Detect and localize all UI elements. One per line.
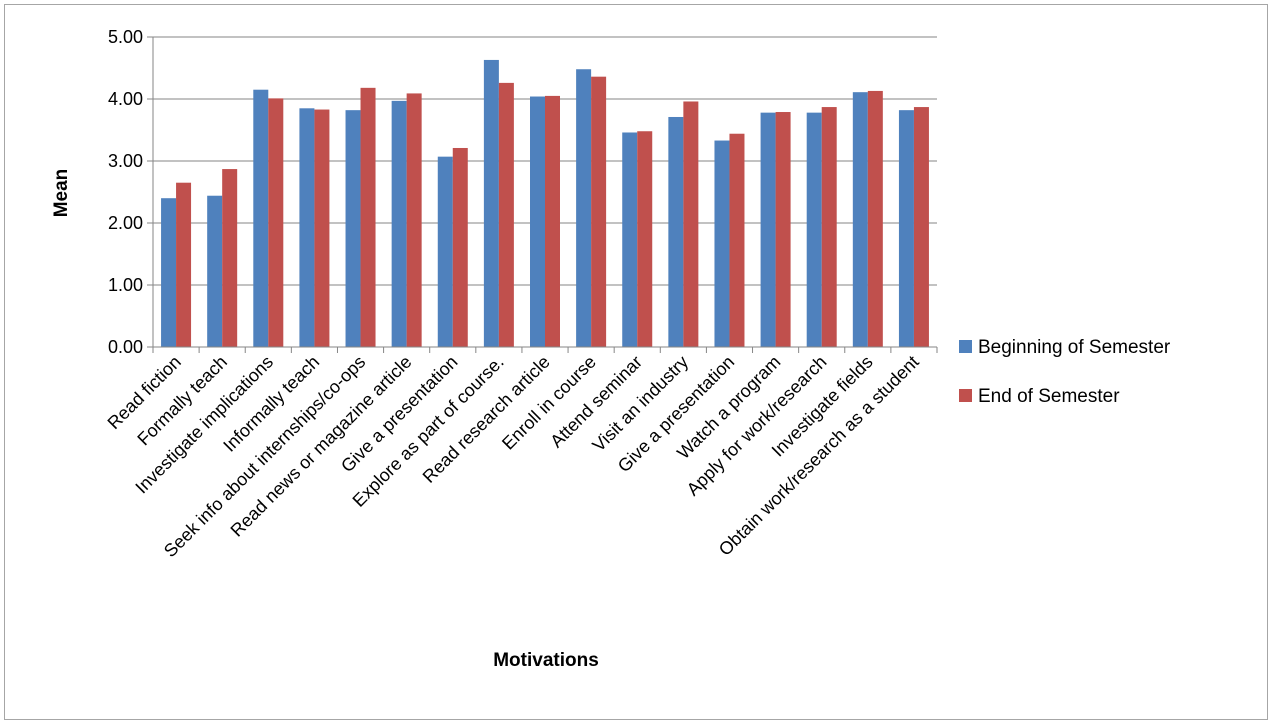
bar	[683, 101, 699, 347]
bar	[576, 69, 592, 348]
bar	[498, 82, 514, 347]
bar	[391, 100, 407, 347]
bar	[760, 112, 776, 347]
bar	[637, 131, 653, 347]
bar	[176, 182, 192, 347]
bar	[406, 93, 422, 347]
bar	[729, 133, 745, 347]
bar	[867, 90, 883, 347]
bar	[898, 110, 914, 347]
bar	[314, 109, 330, 347]
axis-layer	[147, 36, 938, 353]
y-tick-label: 1.00	[108, 275, 143, 295]
legend: Beginning of Semester End of Semester	[959, 337, 1171, 407]
y-axis-title: Mean	[51, 169, 72, 218]
legend-label: End of Semester	[978, 386, 1120, 407]
y-tick-label: 0.00	[108, 337, 143, 357]
legend-swatch	[959, 389, 972, 402]
legend-swatch	[959, 340, 972, 353]
bar	[821, 107, 837, 347]
bar	[345, 110, 361, 347]
chart-frame: 0.00 1.00 2.00 3.00 4.00 5.00 Read fiction Form…	[4, 4, 1268, 720]
bar	[806, 112, 822, 347]
bar	[852, 92, 868, 348]
bar	[437, 156, 453, 347]
bar	[591, 76, 607, 348]
bar	[207, 195, 223, 347]
bar	[360, 87, 376, 347]
bar	[545, 95, 560, 348]
bar	[268, 98, 284, 347]
legend-label: Beginning of Semester	[978, 337, 1171, 358]
bar	[913, 107, 929, 347]
y-tick-label: 3.00	[108, 151, 143, 171]
bar	[452, 147, 468, 347]
bar	[253, 89, 269, 347]
y-tick-label: 2.00	[108, 213, 143, 233]
bars-layer	[161, 59, 929, 348]
bar	[161, 198, 177, 347]
bar	[483, 59, 499, 347]
y-tick-label: 5.00	[108, 27, 143, 47]
bar	[299, 108, 315, 347]
y-tick-label: 4.00	[108, 89, 143, 109]
bar	[622, 132, 638, 347]
bar	[775, 112, 791, 348]
bar	[714, 140, 730, 347]
bar	[668, 116, 684, 347]
bar	[530, 96, 545, 348]
x-axis-title: Motivations	[493, 650, 599, 671]
bar	[222, 169, 238, 347]
